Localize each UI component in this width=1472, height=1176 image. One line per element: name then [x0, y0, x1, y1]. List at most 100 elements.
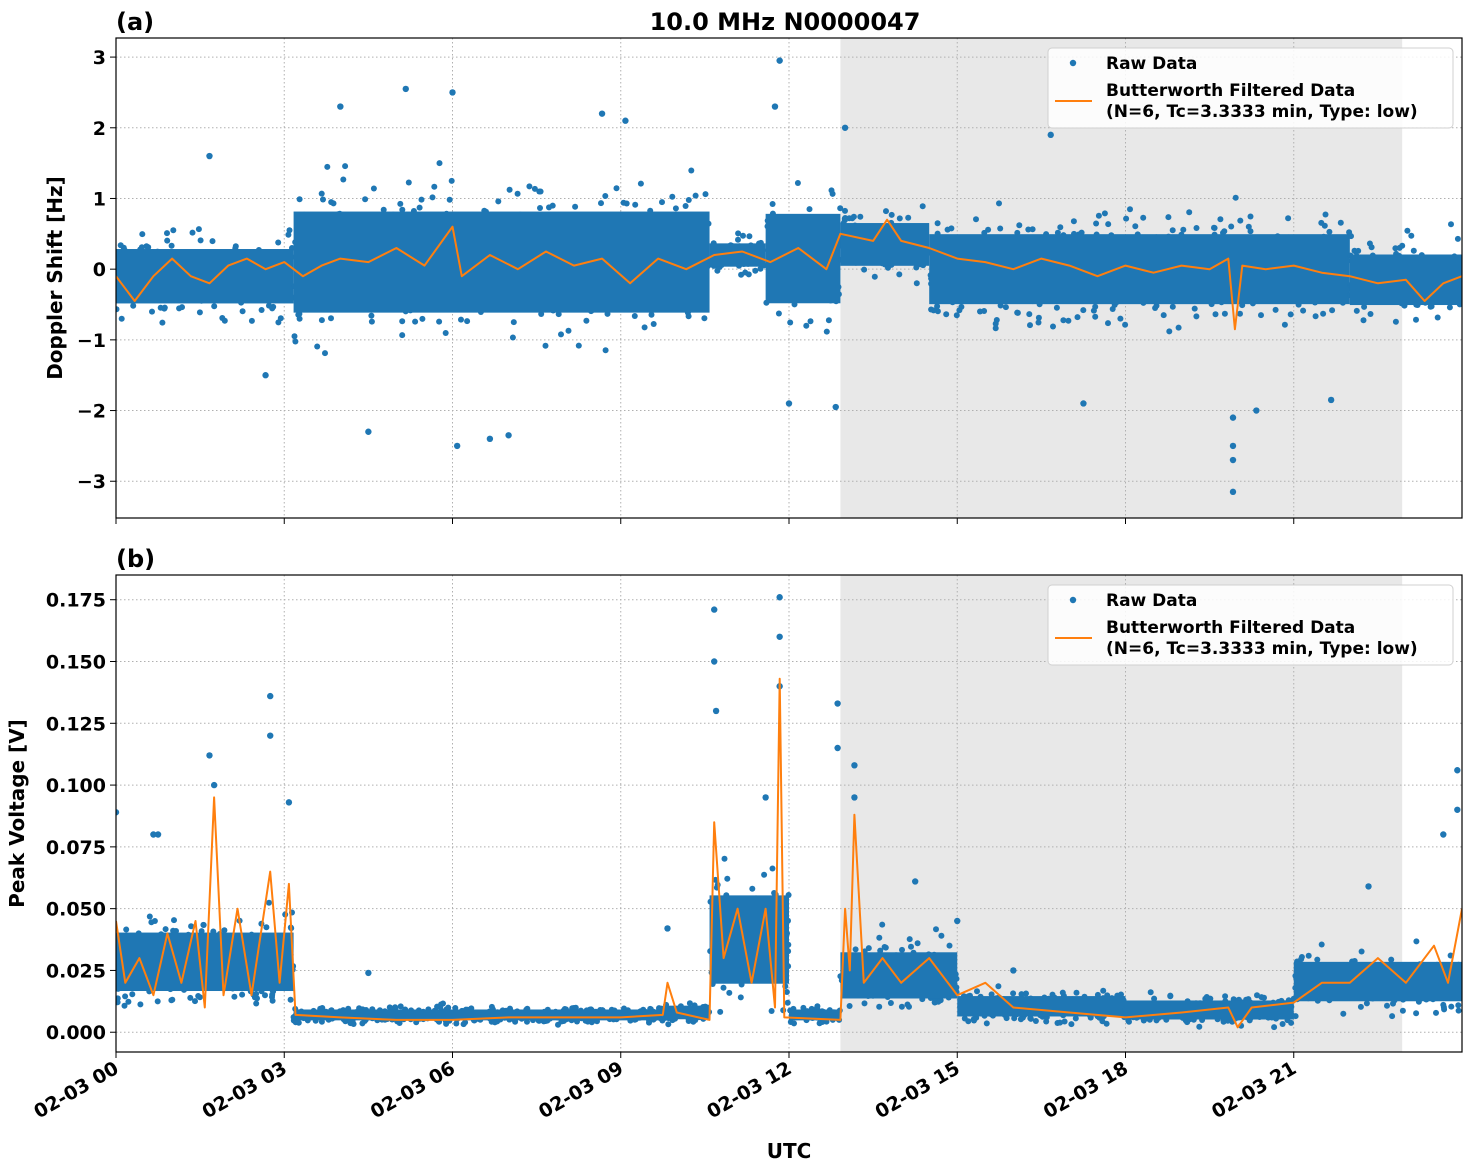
raw-data-point [277, 315, 284, 322]
raw-data-point [803, 322, 810, 329]
raw-data-point [842, 207, 848, 214]
raw-data-point [1093, 220, 1100, 227]
raw-data-point [712, 876, 719, 883]
raw-data-point [1254, 992, 1260, 999]
raw-data-point [1434, 314, 1441, 321]
raw-data-point [399, 318, 406, 325]
raw-data-point [1217, 216, 1224, 223]
raw-data-point [1305, 952, 1312, 959]
raw-data-point [1300, 307, 1307, 314]
raw-data-point [769, 865, 776, 872]
raw-data-point [906, 1003, 912, 1010]
raw-data-point [495, 198, 502, 205]
raw-data-point [669, 193, 676, 200]
raw-data-point [1211, 224, 1217, 231]
raw-data-point [347, 1020, 354, 1027]
raw-data-point [328, 315, 334, 322]
raw-data-point [1095, 212, 1102, 219]
raw-data-point [724, 875, 731, 882]
raw-data-point [1388, 956, 1395, 963]
raw-data-point [192, 998, 198, 1005]
raw-data-point [632, 201, 639, 208]
raw-data-point [1413, 938, 1420, 945]
raw-data-point [1180, 226, 1187, 233]
raw-data-point [769, 201, 776, 207]
legend-filtered-params: (N=6, Tc=3.3333 min, Type: low) [1106, 102, 1418, 122]
raw-data-band [116, 932, 294, 992]
raw-data-point [1318, 941, 1325, 948]
raw-data-point [159, 319, 166, 326]
raw-data-point [1193, 225, 1200, 231]
raw-data-point [783, 989, 790, 995]
raw-data-point [1455, 1007, 1462, 1014]
panel-b: 0.175 0.150 0.125 0.100 0.075 0.050 0.025 0.000… [5, 545, 1463, 1163]
raw-data-point [1023, 990, 1029, 997]
raw-data-point [740, 232, 746, 239]
raw-data-outlier [711, 606, 718, 613]
raw-data-point [164, 230, 170, 237]
raw-data-point [442, 330, 449, 336]
raw-data-outlier [267, 692, 274, 700]
raw-data-point [1186, 209, 1193, 216]
raw-data-point [287, 996, 294, 1003]
raw-data-point [1117, 315, 1124, 322]
raw-data-point [431, 183, 438, 190]
raw-data-outlier [851, 794, 858, 801]
raw-data-point [996, 200, 1002, 207]
raw-data-point [1203, 994, 1210, 1000]
raw-data-point [857, 213, 864, 220]
raw-data-point [685, 313, 692, 320]
raw-data-point [1355, 247, 1362, 254]
raw-data-point [1245, 223, 1252, 230]
raw-data-outlier [1229, 442, 1237, 450]
raw-data-point [531, 185, 538, 192]
raw-data-point [1092, 313, 1099, 320]
raw-data-point [189, 229, 196, 236]
raw-data-outlier [1229, 456, 1237, 464]
raw-data-outlier [154, 831, 162, 838]
raw-data-outlier [267, 732, 274, 739]
raw-data-outlier [1047, 131, 1054, 139]
raw-data-point [1160, 312, 1167, 319]
raw-data-point [342, 163, 349, 170]
raw-data-point [1035, 314, 1042, 321]
raw-data-outlier [841, 124, 849, 131]
raw-data-point [1279, 1021, 1286, 1027]
raw-data-point [720, 984, 727, 991]
raw-data-point [648, 311, 655, 318]
raw-data-outlier [1010, 967, 1017, 974]
y-tick-label: 0.150 [46, 652, 106, 674]
raw-data-outlier [365, 428, 372, 435]
raw-data-point [1073, 989, 1080, 996]
raw-data-outlier [1327, 396, 1335, 404]
raw-data-point [1191, 305, 1198, 312]
raw-data-point [992, 325, 999, 332]
raw-data-point [685, 197, 692, 203]
raw-data-point [269, 991, 276, 998]
raw-data-point [514, 190, 521, 197]
y-tick-label: −1 [77, 330, 106, 352]
raw-data-point [555, 1021, 561, 1028]
raw-data-point [823, 328, 830, 335]
raw-data-point [1074, 314, 1081, 321]
raw-data-point [1237, 217, 1244, 224]
panel-label: (b) [116, 545, 155, 573]
raw-data-point [1221, 310, 1228, 317]
raw-data-point [896, 271, 903, 278]
raw-data-point [1061, 1018, 1068, 1025]
raw-data-point [1314, 956, 1321, 963]
raw-data-point [1123, 215, 1130, 222]
raw-data-point [787, 319, 794, 326]
raw-data-point [506, 186, 513, 193]
raw-data-point [453, 1020, 460, 1027]
raw-data-point [445, 1004, 452, 1011]
raw-data-point [665, 1021, 672, 1028]
raw-data-point [934, 220, 941, 227]
raw-data-point [1261, 994, 1267, 1001]
raw-data-point [1127, 206, 1133, 213]
raw-data-point [187, 994, 194, 1001]
raw-data-point [768, 1008, 775, 1014]
raw-data-point [775, 310, 782, 317]
raw-data-point [1057, 1019, 1063, 1026]
y-tick-label: 1 [93, 188, 106, 210]
